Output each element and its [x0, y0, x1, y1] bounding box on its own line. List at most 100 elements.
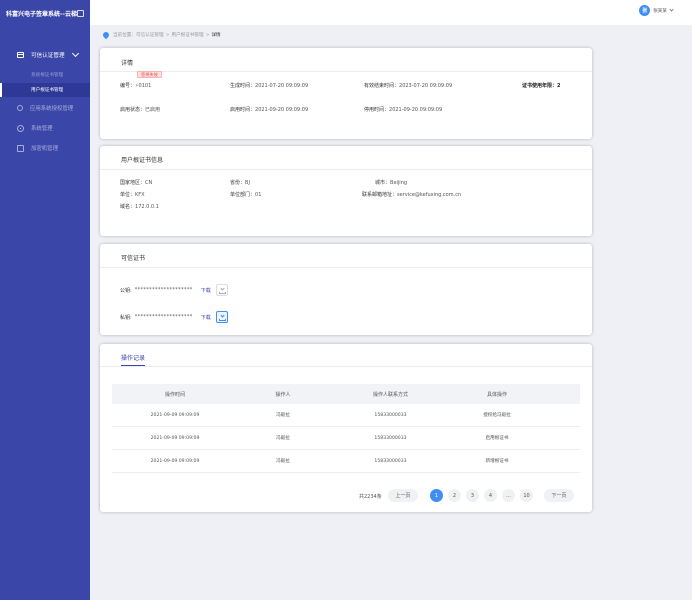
breadcrumb-prefix: 当前位置： — [113, 33, 136, 38]
breadcrumb: 当前位置： 可信认证管理 > 用户根证书管理 > 详情 — [101, 30, 221, 40]
next-page-button[interactable]: 下一页 — [544, 489, 574, 502]
table-cell: 15833000033 — [374, 458, 407, 464]
breadcrumb-separator: > — [165, 32, 170, 38]
username: 张某某 — [653, 8, 667, 14]
table-cell: 2021-09-09 09:09:09 — [150, 435, 200, 441]
gear-icon — [17, 124, 24, 132]
pagination-total: 共2234条 — [359, 494, 382, 500]
field-department: 单位部门：01 — [230, 192, 262, 198]
field-years: 证书使用年限：2 — [522, 83, 561, 89]
sidebar: 科富兴电子签章系统--云梯 可信认证管理 系统根证书管理 用户根证书管理 应用系… — [0, 0, 90, 600]
top-bar: 张 张某某 — [90, 0, 692, 25]
user-cert-card: 用户根证书信息 国家地区：CN 省份：BJ 城市：Beijing 单位：KFX … — [100, 146, 592, 236]
breadcrumb-current: 详情 — [211, 33, 221, 38]
user-menu[interactable]: 张 张某某 — [639, 5, 674, 16]
column-header: 操作人 — [275, 391, 291, 398]
field-valid-until: 有效结束时间：2023-07-20 09:09:09 — [364, 83, 453, 89]
detail-title: 详情 — [121, 60, 134, 67]
collapse-icon[interactable] — [77, 10, 84, 17]
sidebar-item-system[interactable]: 系统管理 — [0, 121, 90, 135]
sidebar-item-label: 加密机管理 — [31, 146, 58, 152]
table-cell: 授权给冯毅拉 — [483, 413, 511, 418]
chevron-down-icon — [669, 7, 674, 12]
table-header: 操作时间 操作人 操作人联系方式 具体操作 — [112, 384, 580, 404]
column-header: 操作人联系方式 — [372, 391, 408, 398]
table-cell: 新增根证书 — [485, 459, 509, 464]
detail-card: 详情 编号：⚡0101 生成时间：2021-07-20 09:09:09 有效结… — [100, 48, 592, 139]
download-icon[interactable] — [215, 284, 228, 296]
sidebar-item-app-auth[interactable]: 应用系统授权管理 — [0, 101, 90, 115]
table-row: 2021-09-09 09:09:09 冯毅拉 15833000033 授权给冯… — [112, 404, 580, 427]
table-cell: 冯毅拉 — [276, 459, 290, 464]
breadcrumb-item[interactable]: 用户根证书管理 — [171, 33, 204, 38]
table-cell: 15833000033 — [374, 412, 407, 418]
box-icon — [17, 144, 24, 152]
sidebar-item-label: 系统根证书管理 — [31, 73, 64, 78]
sidebar-item-label: 系统管理 — [31, 126, 53, 132]
breadcrumb-separator: > — [205, 32, 210, 38]
field-created: 生成时间：2021-07-20 09:09:09 — [230, 83, 309, 89]
private-key-row: 私钥: ******************** 下载 — [120, 311, 228, 323]
private-key-label: 私钥: — [120, 314, 132, 321]
download-icon[interactable] — [215, 311, 228, 323]
private-key-download-link[interactable]: 下载 — [200, 314, 211, 321]
column-header: 操作时间 — [164, 391, 185, 398]
app-title: 科富兴电子签章系统--云梯 — [6, 11, 77, 18]
field-city: 城市：Beijing — [375, 180, 408, 186]
divider — [100, 71, 592, 72]
page-1-button[interactable]: 1 — [430, 489, 443, 502]
field-status: 启用状态：已启用 — [120, 107, 161, 113]
field-disabled-time: 停用时间：2021-09-20 09:09:09 — [364, 107, 443, 113]
public-key-download-link[interactable]: 下载 — [200, 287, 211, 294]
table-cell: 15833000033 — [374, 435, 407, 441]
sidebar-group-label: 可信认证管理 — [31, 53, 65, 59]
divider — [100, 267, 592, 268]
operation-log-table: 操作时间 操作人 操作人联系方式 具体操作 2021-09-09 09:09:0… — [112, 384, 580, 473]
user-cert-title: 用户根证书信息 — [121, 157, 164, 164]
chevron-down-icon — [71, 49, 80, 58]
table-row: 2021-09-09 09:09:09 冯毅拉 15833000033 启用根证… — [112, 427, 580, 450]
status-badge: 签将失效 — [137, 71, 162, 78]
field-enabled-time: 启用时间：2021-09-20 09:09:09 — [230, 107, 309, 113]
table-cell: 2021-09-09 09:09:09 — [150, 458, 200, 464]
page-10-button[interactable]: 10 — [520, 489, 533, 502]
trusted-cert-title: 可信证书 — [121, 255, 146, 262]
search-icon — [17, 105, 23, 111]
breadcrumb-item[interactable]: 可信认证管理 — [135, 33, 164, 38]
sidebar-item-user-root-cert[interactable]: 用户根证书管理 — [0, 83, 90, 97]
page-2-button[interactable]: 2 — [448, 489, 461, 502]
divider — [100, 169, 592, 170]
public-key-row: 公钥: ******************** 下载 — [120, 284, 228, 296]
page-3-button[interactable]: 3 — [466, 489, 479, 502]
operation-log-card: 操作记录 操作时间 操作人 操作人联系方式 具体操作 2021-09-09 09… — [100, 344, 592, 512]
column-header: 具体操作 — [486, 391, 507, 398]
field-email: 联系邮箱地址：service@kefuxing.com.cn — [362, 192, 462, 198]
page-ellipsis: ... — [502, 489, 515, 502]
table-cell: 2021-09-09 09:09:09 — [150, 412, 200, 418]
page-4-button[interactable]: 4 — [484, 489, 497, 502]
field-country: 国家地区：CN — [120, 180, 153, 186]
sidebar-item-label: 应用系统授权管理 — [30, 106, 74, 112]
sidebar-item-encryptor[interactable]: 加密机管理 — [0, 141, 90, 155]
window-icon — [17, 52, 24, 58]
field-serial: 编号：⚡0101 — [120, 83, 152, 89]
sidebar-group-trusted-cert[interactable]: 可信认证管理 — [0, 47, 90, 63]
table-cell: 冯毅拉 — [276, 436, 290, 441]
prev-page-button[interactable]: 上一页 — [388, 489, 418, 502]
sidebar-item-label: 用户根证书管理 — [31, 88, 64, 93]
table-cell: 冯毅拉 — [276, 413, 290, 418]
tab-operation-log[interactable]: 操作记录 — [121, 353, 146, 367]
divider — [100, 366, 592, 367]
public-key-label: 公钥: — [120, 287, 132, 294]
location-pin-icon — [101, 30, 111, 40]
avatar: 张 — [639, 5, 651, 16]
field-domain: 域名：172.0.0.1 — [120, 204, 159, 210]
table-cell: 启用根证书 — [485, 436, 509, 441]
table-row: 2021-09-09 09:09:09 冯毅拉 15833000033 新增根证… — [112, 450, 580, 473]
public-key-value: ******************** — [134, 287, 193, 293]
field-organization: 单位：KFX — [120, 192, 145, 198]
sidebar-item-system-root-cert[interactable]: 系统根证书管理 — [0, 68, 90, 82]
private-key-value: ******************** — [134, 314, 193, 320]
field-province: 省份：BJ — [230, 180, 250, 186]
trusted-cert-card: 可信证书 公钥: ******************** 下载 私钥: ***… — [100, 244, 592, 335]
